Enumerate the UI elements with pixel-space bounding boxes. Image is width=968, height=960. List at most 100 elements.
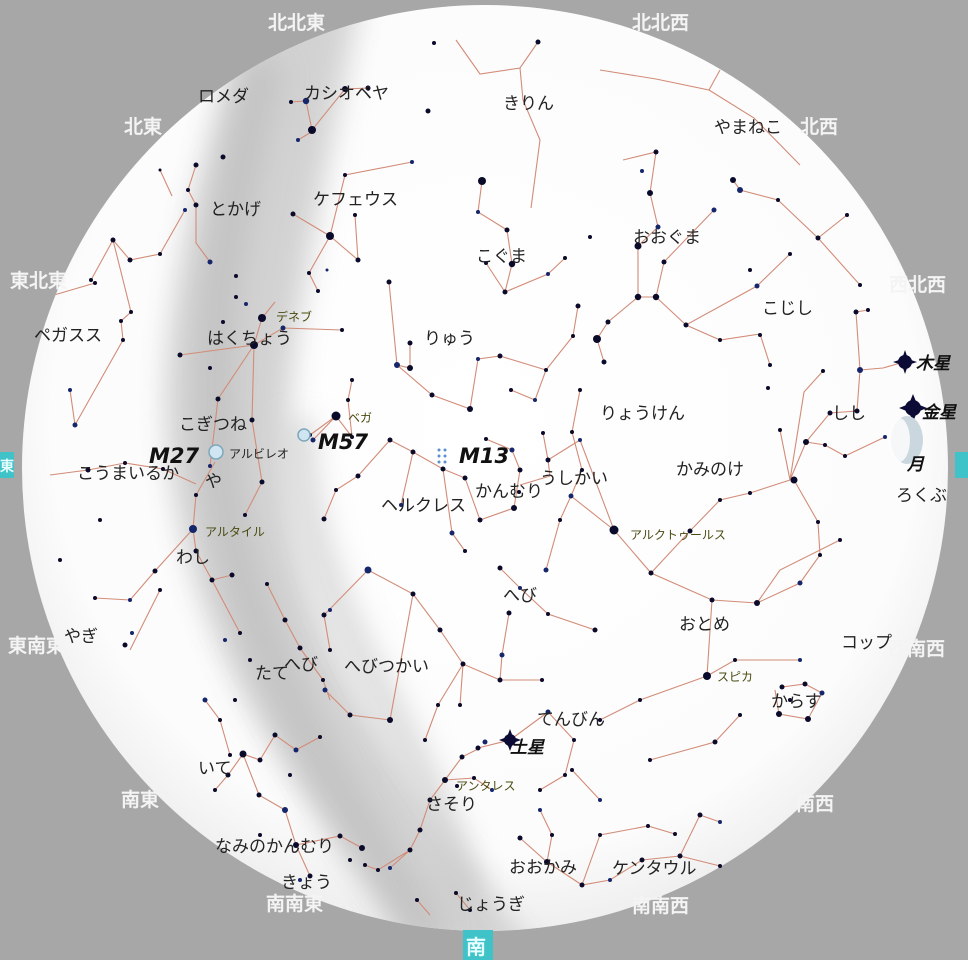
- direction-ssw: 南南西: [632, 895, 689, 917]
- constellation-line: [599, 69, 721, 91]
- star-dot: [535, 39, 541, 45]
- constellation-libra: てんびん: [537, 710, 605, 730]
- direction-sw: 南西: [796, 793, 834, 815]
- star-dot: [410, 449, 416, 455]
- star-labels: デネブ ベガ アルビレオ アルタイル アルクトゥールス スピカ アンタレス: [205, 309, 753, 793]
- constellation-lacerta: とかげ: [210, 200, 261, 220]
- star-dot: [359, 845, 365, 851]
- star-dot: [110, 237, 116, 243]
- star-dot: [337, 833, 343, 839]
- star-dot: [234, 295, 238, 299]
- star-dot: [546, 272, 550, 276]
- star-dot: [558, 518, 562, 522]
- star-dot: [429, 392, 435, 398]
- constellation-line: [159, 169, 173, 197]
- star-dot: [639, 857, 645, 863]
- star-dot: [484, 437, 488, 441]
- constellation-corona-australis: なみのかんむり: [215, 837, 334, 857]
- star-dot: [289, 100, 293, 104]
- constellation-line: [805, 436, 886, 457]
- star-dot: [866, 308, 870, 312]
- star-dot: [454, 891, 458, 895]
- star-dot: [857, 367, 863, 373]
- star-dot: [588, 235, 592, 239]
- star-dot: [827, 410, 833, 416]
- star-dot: [233, 698, 237, 702]
- star-dot: [509, 388, 513, 392]
- constellation-line: [655, 253, 791, 326]
- star-dot: [161, 467, 165, 471]
- dso-label-m13: M13: [459, 444, 509, 468]
- star-dot: [415, 898, 419, 902]
- star-dot: [754, 600, 760, 606]
- constellation-line: [596, 296, 639, 363]
- constellation-canes-venatici: りょうけん: [600, 404, 685, 424]
- star-dot: [410, 591, 416, 597]
- constellation-lynx: やまねこ: [714, 118, 782, 138]
- star-dot: [798, 658, 802, 662]
- constellation-line: [389, 593, 414, 721]
- star-dot: [608, 878, 612, 882]
- constellation-cepheus: ケフェウス: [313, 190, 398, 210]
- star-dot: [220, 154, 226, 160]
- star-dot: [779, 684, 785, 690]
- star-dot: [388, 866, 392, 870]
- star-dot: [497, 353, 503, 359]
- star-dot: [93, 596, 97, 600]
- dso-label-m27: M27: [149, 444, 200, 468]
- star-dot: [778, 428, 782, 432]
- star-dot: [578, 388, 582, 392]
- star-dot: [213, 788, 217, 792]
- star-dot: [158, 252, 162, 256]
- star-dot: [193, 162, 199, 168]
- star-dot: [193, 548, 199, 554]
- star-dot: [788, 698, 792, 702]
- star-dot: [298, 878, 302, 882]
- constellation-line: [192, 528, 241, 634]
- star-dot: [68, 388, 72, 392]
- star-dot: [318, 735, 322, 739]
- direction-e: 東: [0, 458, 14, 475]
- star-dot: [545, 709, 551, 715]
- constellation-line: [129, 589, 161, 651]
- direction-wnw: 西北西: [889, 274, 946, 296]
- star-dot: [803, 439, 809, 445]
- constellation-coma: かみのけ: [676, 460, 744, 480]
- star-dot: [578, 438, 582, 442]
- constellation-line: [469, 305, 579, 410]
- venus-marker: [899, 394, 927, 422]
- star-dot: [601, 359, 607, 365]
- star-dot: [776, 198, 780, 202]
- star-dot: [436, 703, 440, 707]
- direction-s: 南: [466, 935, 486, 959]
- star-dot: [186, 188, 190, 192]
- star-dot: [712, 739, 718, 745]
- star-dot: [648, 758, 652, 762]
- star-dot: [89, 278, 93, 282]
- star-dot: [449, 530, 455, 536]
- constellation-line: [817, 237, 861, 286]
- constellation-crater: コップ: [841, 633, 892, 653]
- star-dot: [640, 169, 644, 173]
- star-dot: [353, 213, 357, 217]
- star-dot: [748, 268, 752, 272]
- constellation-line: [179, 327, 343, 356]
- constellation-ursa-major: おおぐま: [633, 228, 701, 248]
- star-dot: [98, 518, 102, 522]
- constellation-line: [49, 462, 164, 476]
- star-dot: [718, 864, 722, 868]
- star-dot: [215, 396, 221, 402]
- east-marker: [0, 452, 14, 478]
- star-dot: [407, 365, 413, 371]
- star-dot: [119, 319, 123, 323]
- star-dot: [387, 437, 393, 443]
- star-dot: [177, 352, 183, 358]
- star-dot: [307, 873, 313, 879]
- star-dot: [331, 411, 341, 421]
- west-marker: [955, 452, 968, 478]
- star-dot: [853, 309, 859, 315]
- star-dot: [243, 513, 247, 517]
- constellation-line: [94, 528, 194, 601]
- star-dot: [193, 202, 199, 208]
